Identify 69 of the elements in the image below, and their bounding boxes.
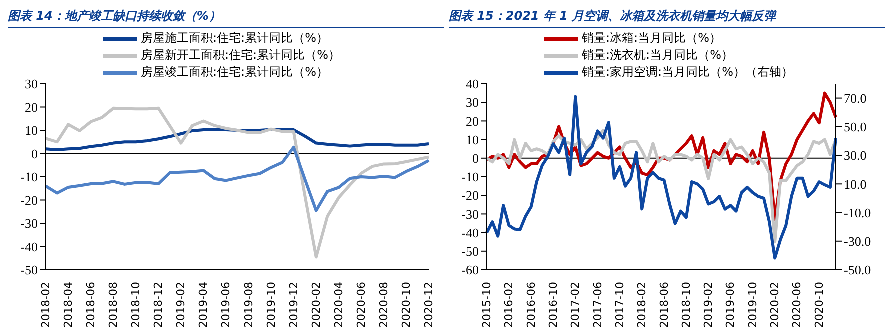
x-tick-label: 2020-12 — [422, 282, 436, 328]
x-tick-label: 2018-06 — [84, 282, 98, 328]
y-tick-label: -10 — [462, 170, 479, 185]
y2-tick-label: 70.0 — [844, 90, 867, 106]
legend-label: 销量:冰箱:当月同比（%） — [582, 30, 722, 47]
x-tick-label: 2017-02 — [569, 282, 582, 328]
x-tick-label: 2017-06 — [591, 282, 604, 328]
x-tick-label: 2019-10 — [264, 282, 278, 328]
y2-tick-label: 50.0 — [844, 120, 867, 135]
y-tick-label: 0 — [32, 146, 38, 162]
x-tick-label: 2018-12 — [152, 282, 166, 328]
y-tick-label: 40 — [466, 76, 479, 92]
x-tick-label: 2020-04 — [332, 282, 346, 328]
y-tick-label: 0 — [472, 151, 479, 166]
x-tick-label: 2018-02 — [636, 282, 649, 328]
y-tick-label: -30 — [462, 206, 479, 222]
y-tick-label: 20 — [466, 114, 479, 129]
x-tick-label: 2020-02 — [768, 282, 782, 328]
y-tick-label: -50 — [462, 244, 479, 260]
x-tick-label: 2019-02 — [702, 282, 716, 328]
x-tick-label: 2020-08 — [377, 282, 390, 328]
legend-label: 销量:洗衣机:当月同比（%） — [582, 47, 734, 64]
x-tick-label: 2019-02 — [174, 282, 188, 328]
x-tick-label: 2017-10 — [613, 282, 626, 328]
chart-title: 图表 15：2021 年 1 月空调、冰箱及洗衣机销量均大幅反弹 — [449, 8, 885, 28]
y-tick-label: -20 — [20, 192, 38, 208]
x-tick-label: 2019-04 — [197, 282, 210, 328]
y-tick-label: 20 — [25, 100, 38, 115]
y-tick-label: 10 — [25, 123, 38, 138]
legend-label: 房屋竣工面积:住宅:累计同比（%） — [141, 64, 328, 81]
y-tick-label: -10 — [20, 170, 38, 185]
x-tick-label: 2015-10 — [480, 282, 494, 328]
legend-label: 房屋施工面积:住宅:累计同比（%） — [141, 30, 328, 47]
y-tick-label: -30 — [20, 216, 38, 232]
x-tick-label: 2018-06 — [658, 282, 671, 328]
y2-tick-label: -50.0 — [844, 262, 872, 278]
y-tick-label: 10 — [466, 132, 479, 148]
x-tick-label: 2019-08 — [242, 282, 256, 328]
y-tick-label: -50 — [20, 262, 38, 278]
y2-tick-label: 10.0 — [844, 176, 867, 192]
x-tick-label: 2018-10 — [130, 282, 143, 328]
x-tick-label: 2020-10 — [400, 282, 413, 328]
y-tick-label: 30 — [25, 76, 38, 92]
y-tick-label: -60 — [462, 262, 479, 278]
x-tick-label: 2018-04 — [62, 282, 76, 328]
chart-title: 图表 14：地产竣工缺口持续收敛（%） — [8, 8, 444, 28]
y2-tick-label: -30.0 — [844, 234, 872, 249]
y-tick-label: -40 — [20, 239, 38, 254]
legend-label: 房屋新开工面积:住宅:累计同比（%） — [141, 47, 340, 64]
y-tick-label: -20 — [462, 188, 479, 204]
x-tick-label: 2019-10 — [746, 282, 760, 328]
x-tick-label: 2020-06 — [354, 282, 368, 328]
legend-label: 销量:家用空调:当月同比（%）（右轴） — [582, 64, 794, 81]
x-tick-label: 2020-02 — [310, 282, 323, 328]
y2-tick-label: 30.0 — [844, 148, 867, 164]
y-tick-label: 30 — [466, 95, 479, 110]
y-tick-label: -40 — [462, 225, 479, 240]
x-tick-label: 2018-02 — [40, 282, 52, 328]
y2-tick-label: -10.0 — [844, 205, 872, 220]
x-tick-label: 2020-06 — [790, 282, 804, 328]
x-tick-label: 2019-06 — [724, 282, 738, 328]
x-tick-label: 2018-10 — [680, 282, 693, 328]
x-tick-label: 2016-10 — [546, 282, 560, 328]
x-tick-label: 2016-02 — [502, 282, 516, 328]
x-tick-label: 2020-10 — [812, 282, 826, 328]
x-tick-label: 2018-08 — [107, 282, 120, 328]
x-tick-label: 2019-12 — [287, 282, 300, 328]
x-tick-label: 2016-06 — [524, 282, 538, 328]
x-tick-label: 2019-06 — [220, 282, 233, 328]
